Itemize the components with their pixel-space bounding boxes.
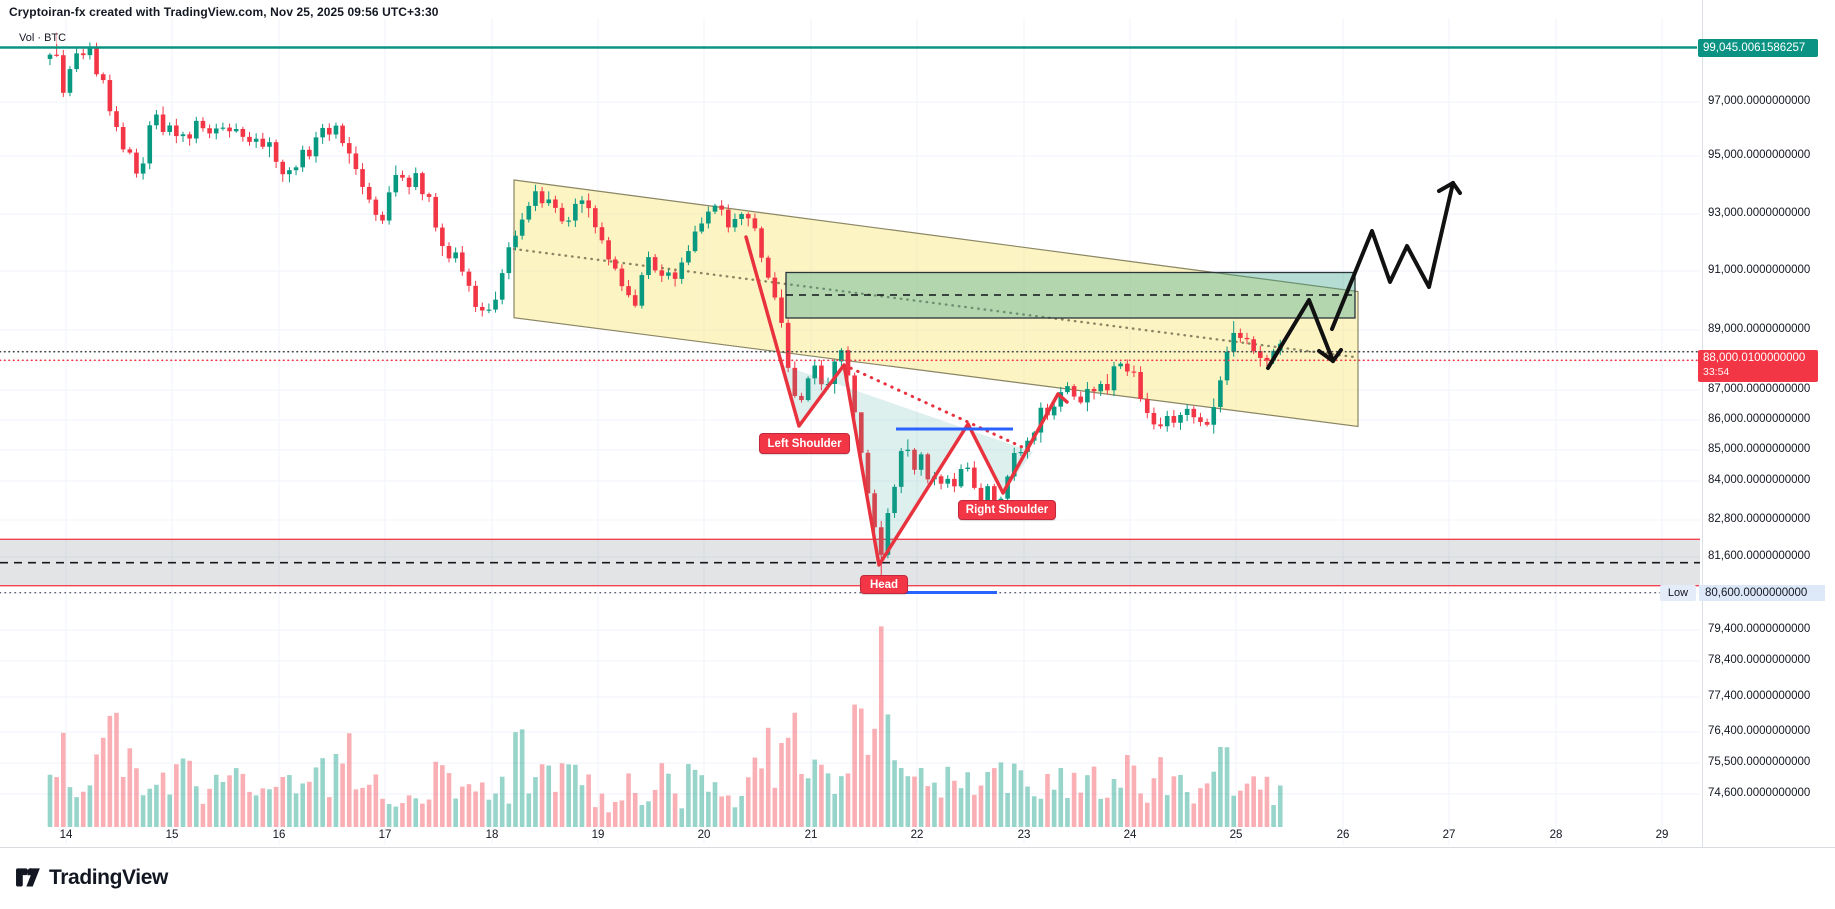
price-tick-label: 91,000.0000000000 (1708, 264, 1811, 276)
price-tick-label: 74,600.0000000000 (1708, 787, 1811, 799)
time-tick-label: 15 (165, 829, 179, 841)
price-tick-label: 95,000.0000000000 (1708, 149, 1811, 161)
right-shoulder-label[interactable]: Right Shoulder (958, 500, 1056, 520)
price-tick-label: 75,500.0000000000 (1708, 756, 1811, 768)
price-tick-label: 87,000.0000000000 (1708, 383, 1811, 395)
time-tick-label: 16 (272, 829, 286, 841)
time-tick-label: 21 (804, 829, 818, 841)
chart-title: Cryptoiran-fx created with TradingView.c… (9, 5, 439, 19)
time-tick-label: 17 (378, 829, 392, 841)
price-tick-label: 79,400.0000000000 (1708, 623, 1811, 635)
time-tick-label: 20 (697, 829, 711, 841)
head-label[interactable]: Head (860, 575, 908, 594)
price-tick-label: 81,600.0000000000 (1708, 550, 1811, 562)
time-tick-label: 28 (1549, 829, 1563, 841)
time-tick-label: 24 (1123, 829, 1137, 841)
tradingview-logo-text: TradingView (49, 865, 168, 889)
time-tick-label: 18 (485, 829, 499, 841)
time-tick-label: 25 (1229, 829, 1243, 841)
price-tick-label: 93,000.0000000000 (1708, 207, 1811, 219)
price-tick-label: 85,000.0000000000 (1708, 443, 1811, 455)
left-shoulder-label[interactable]: Left Shoulder (759, 433, 850, 454)
time-tick-label: 29 (1655, 829, 1669, 841)
low-marker-label: Low (1660, 585, 1696, 601)
price-tick-label: 84,000.0000000000 (1708, 474, 1811, 486)
low-price-label: 80,600.0000000000 (1699, 585, 1825, 601)
time-axis-border (0, 847, 1835, 848)
alert-price-label[interactable]: 99,045.0061586257 (1698, 39, 1818, 57)
last-price-value: 88,000.0100000000 (1703, 352, 1806, 364)
tradingview-logo-icon (14, 868, 40, 887)
time-tick-label: 19 (591, 829, 605, 841)
price-tick-label: 78,400.0000000000 (1708, 654, 1811, 666)
bar-countdown: 33:54 (1703, 366, 1730, 378)
time-tick-label: 22 (910, 829, 924, 841)
last-price-label[interactable]: 88,000.0100000000 33:54 (1698, 350, 1818, 382)
price-tick-label: 97,000.0000000000 (1708, 95, 1811, 107)
volume-indicator-label[interactable]: Vol · BTC (16, 32, 70, 44)
time-tick-label: 27 (1442, 829, 1456, 841)
price-tick-label: 76,400.0000000000 (1708, 725, 1811, 737)
time-tick-label: 26 (1336, 829, 1350, 841)
price-tick-label: 77,400.0000000000 (1708, 690, 1811, 702)
price-tick-label: 86,000.0000000000 (1708, 413, 1811, 425)
time-tick-label: 23 (1017, 829, 1031, 841)
tradingview-logo[interactable]: TradingView (14, 864, 168, 891)
price-tick-label: 89,000.0000000000 (1708, 323, 1811, 335)
time-tick-label: 14 (59, 829, 73, 841)
price-axis-border (1702, 0, 1703, 847)
price-tick-label: 82,800.0000000000 (1708, 513, 1811, 525)
